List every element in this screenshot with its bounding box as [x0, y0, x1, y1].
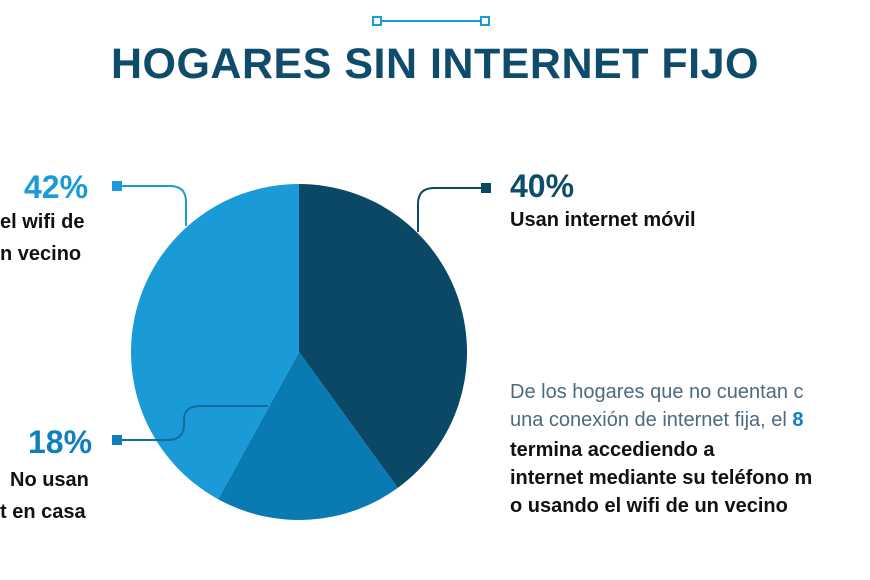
label-18-line1: No usan	[10, 469, 89, 491]
label-42-line2: n vecino	[0, 243, 82, 265]
label-40: Usan internet móvil	[510, 209, 696, 231]
label-18-line2: t en casa	[0, 501, 86, 523]
description-line1: De los hogares que no cuentan c	[510, 381, 804, 403]
percent-label-40: 40%	[510, 168, 575, 204]
leader-line-18	[119, 405, 268, 441]
leader-line-42	[119, 185, 187, 226]
description-text: De los hogares que no cuentan c una cone…	[510, 378, 870, 520]
percent-label-42: 42%	[24, 169, 89, 205]
label-42-line1: el wifi de	[0, 211, 85, 233]
page-title: HOGARES SIN INTERNET FIJO	[110, 40, 759, 88]
pie-slice-40	[299, 184, 468, 488]
leader-marker-18	[112, 435, 122, 445]
leader-line-40	[417, 187, 484, 232]
pie-slices	[130, 184, 468, 520]
description-line3: termina accediendo a	[510, 439, 715, 461]
pie-slice-18	[218, 352, 398, 520]
pie-slice-42	[130, 184, 299, 500]
title-decoration	[372, 16, 490, 26]
description-line4: internet mediante su teléfono m	[510, 467, 813, 489]
leader-marker-40	[481, 183, 491, 193]
description-line2-text: una conexión de internet fija, el	[510, 409, 793, 431]
description-line2: una conexión de internet fija, el 8	[510, 406, 870, 434]
description-highlight: 8	[792, 409, 804, 431]
description-line5: o usando el wifi de un vecino	[510, 495, 788, 517]
leader-marker-42	[112, 181, 122, 191]
percent-label-18: 18%	[28, 424, 93, 460]
